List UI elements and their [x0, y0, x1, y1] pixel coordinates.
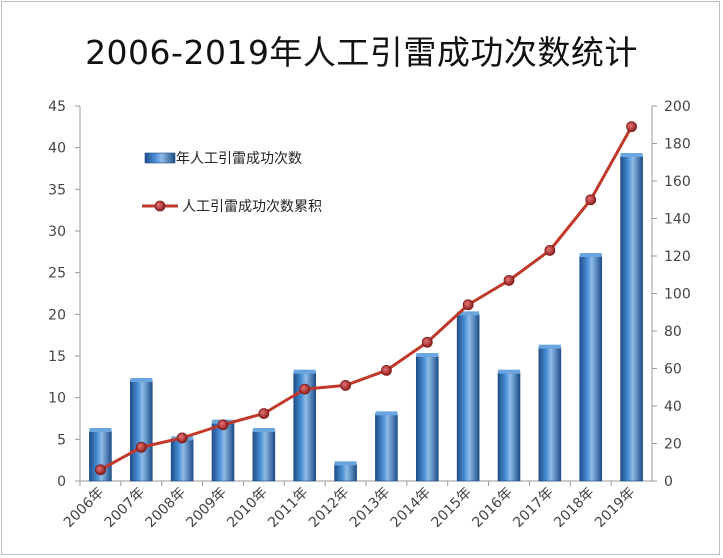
line-point: [381, 364, 392, 376]
y-left-tick-label: 5: [57, 432, 66, 448]
y-right-tick-label: 40: [664, 399, 682, 415]
y-right-tick-label: 200: [664, 99, 691, 115]
y-axis-right: 0 20 40 60 80 100 120 140 160 180 200: [651, 99, 691, 490]
x-tick-label: 2007年: [102, 485, 148, 531]
y-right-tick-label: 180: [664, 137, 691, 153]
x-tick-label: 2015年: [429, 485, 475, 531]
legend-label-bars: 年人工引雷成功次数: [176, 151, 302, 167]
y-left-tick-label: 15: [48, 349, 66, 365]
line-point: [544, 244, 556, 256]
bar-top-cap: [252, 428, 275, 432]
bar: [497, 372, 521, 482]
y-left-tick-label: 10: [48, 391, 66, 407]
x-axis: 2006年2007年2008年2009年2010年2011年2012年2013年…: [61, 481, 638, 531]
bar-top-cap: [375, 411, 398, 416]
legend-swatch-bars: [144, 152, 176, 164]
bar: [211, 422, 235, 482]
line-point: [176, 432, 188, 444]
x-tick-label: 2011年: [265, 485, 311, 531]
x-tick-label: 2008年: [143, 485, 189, 531]
bar: [415, 355, 439, 482]
bar-series: [89, 153, 643, 482]
bar-top-cap: [538, 344, 561, 349]
y-left-tick-label: 40: [48, 141, 66, 157]
y-left-tick-label: 30: [48, 224, 66, 240]
bar-top-cap: [293, 369, 316, 374]
x-tick-label: 2013年: [347, 485, 393, 531]
bar-top-cap: [130, 378, 153, 382]
y-right-tick-label: 80: [664, 324, 682, 340]
line-point: [585, 194, 597, 206]
bar-top-cap: [457, 311, 480, 316]
bar: [620, 155, 643, 482]
line-point: [462, 299, 474, 311]
y-left-tick-label: 25: [48, 266, 66, 282]
y-right-tick-label: 0: [664, 474, 673, 490]
y-right-tick-label: 160: [664, 174, 691, 190]
x-tick-label: 2009年: [183, 485, 229, 531]
bar: [129, 380, 153, 482]
x-tick-label: 2012年: [306, 485, 352, 531]
line-point: [217, 419, 229, 431]
line-point: [135, 441, 147, 453]
bar-top-cap: [334, 461, 357, 466]
legend-label-line: 人工引雷成功次数累积: [182, 199, 322, 215]
bar: [170, 439, 194, 482]
x-tick-label: 2014年: [388, 485, 434, 531]
y-left-tick-label: 45: [48, 99, 66, 115]
bar-top-cap: [620, 153, 643, 157]
line-point: [340, 379, 351, 391]
line-point: [503, 274, 515, 286]
x-tick-label: 2006年: [61, 485, 107, 531]
y-right-tick-label: 140: [664, 212, 691, 228]
line-point: [421, 336, 433, 348]
x-tick-label: 2017年: [510, 485, 556, 531]
chart-title: 2006-2019年人工引雷成功次数统计: [85, 33, 638, 72]
y-right-tick-label: 120: [664, 249, 691, 265]
bar: [579, 255, 603, 482]
y-right-tick-label: 100: [664, 287, 691, 303]
line-point: [626, 121, 637, 133]
x-tick-label: 2018年: [551, 485, 597, 531]
bar: [334, 464, 357, 482]
bar-top-cap: [416, 353, 439, 357]
line-point: [299, 383, 311, 395]
line-point: [258, 408, 270, 419]
bar: [456, 314, 480, 482]
y-left-tick-label: 35: [48, 182, 66, 198]
cumulative-line: [99, 125, 633, 472]
line-point: [95, 464, 106, 476]
line-series: [95, 121, 637, 476]
y-right-tick-label: 60: [664, 362, 682, 378]
legend-swatch-marker: [154, 200, 166, 212]
bar-top-cap: [498, 369, 520, 374]
y-right-tick-label: 20: [664, 437, 682, 453]
x-tick-label: 2010年: [224, 485, 270, 531]
bar-top-cap: [579, 253, 602, 257]
x-tick-label: 2019年: [592, 485, 638, 531]
x-tick-label: 2016年: [469, 485, 515, 531]
bar: [538, 347, 562, 482]
bar: [252, 430, 276, 482]
y-left-tick-label: 0: [57, 474, 66, 490]
bar: [375, 414, 398, 482]
y-left-tick-label: 20: [48, 307, 66, 323]
bar-top-cap: [89, 428, 112, 432]
